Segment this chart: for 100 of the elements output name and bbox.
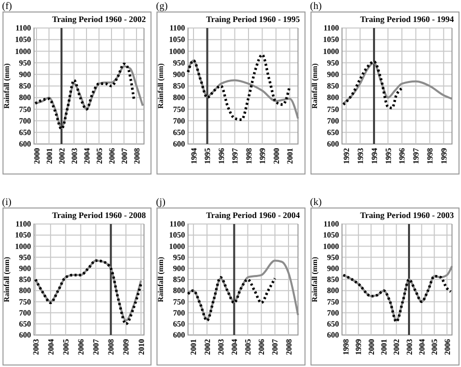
- text: (i): [2, 197, 12, 208]
- y-tick-label: 750: [19, 104, 31, 114]
- x-tick-label: 2001: [286, 148, 295, 164]
- line-series: [342, 274, 452, 323]
- x-tick-label: 2003: [216, 339, 226, 355]
- x-tick-label: 2004: [46, 339, 56, 355]
- y-tick-label: 750: [327, 104, 339, 114]
- y-tick-label: 800: [19, 93, 31, 102]
- line-series: [342, 265, 453, 322]
- x-tick-label: 1997: [412, 148, 421, 164]
- y-tick-label: 700: [173, 308, 185, 318]
- y-tick-label: 900: [19, 264, 31, 273]
- x-tick-label: 2010: [136, 339, 146, 355]
- x-tick-label: 2007: [92, 339, 101, 355]
- x-tick-label: 2008: [284, 339, 294, 355]
- y-tick-label: 1000: [15, 46, 31, 56]
- x-tick-label: 1999: [439, 148, 448, 164]
- line-series: [186, 53, 292, 121]
- line-series: [342, 60, 404, 110]
- y-tick-label: 600: [327, 140, 339, 149]
- y-tick-label: 950: [173, 58, 185, 68]
- y-tick-label: 750: [19, 297, 31, 306]
- x-tick-label: 2006: [76, 339, 86, 355]
- y-tick-label: 950: [327, 252, 339, 262]
- y-tick-label: 650: [173, 319, 185, 328]
- chart-title: Traing Period 1960 - 1994: [360, 14, 455, 24]
- y-tick-label: 1050: [169, 35, 185, 44]
- chart-title: Traing Period 1960 - 2008: [52, 210, 146, 220]
- x-tick-label: 2008: [106, 339, 116, 355]
- y-tick-label: 850: [19, 82, 31, 91]
- line-series: [187, 59, 299, 120]
- y-tick-label: 1000: [15, 242, 31, 251]
- x-tick-label: 1998: [244, 148, 254, 164]
- text: (f): [2, 1, 12, 12]
- y-tick-label: 1000: [169, 46, 185, 56]
- y-tick-label: 900: [173, 70, 185, 79]
- y-tick-label: 950: [173, 252, 185, 262]
- x-tick-label: 1993: [356, 148, 365, 164]
- x-tick-label: 1995: [384, 148, 393, 164]
- x-tick-label: 1999: [354, 339, 364, 355]
- x-tick-label: 2007: [270, 339, 280, 355]
- x-tick-label: 1998: [342, 339, 351, 355]
- x-tick-label: 2001: [44, 148, 54, 164]
- x-tick-label: 1996: [398, 148, 407, 164]
- x-tick-label: 1998: [426, 148, 435, 164]
- x-tick-label: 2000: [32, 148, 42, 164]
- x-tick-label: 2006: [107, 148, 116, 164]
- y-tick-label: 650: [327, 319, 339, 328]
- line-series: [342, 62, 453, 104]
- y-tick-label: 700: [327, 116, 339, 126]
- y-tick-label: 900: [173, 264, 185, 273]
- y-tick-label: 950: [19, 252, 31, 262]
- y-tick-label: 700: [19, 308, 31, 318]
- x-tick-label: 2007: [120, 148, 129, 164]
- y-tick-label: 650: [19, 319, 31, 328]
- y-tick-label: 600: [19, 140, 31, 149]
- x-tick-label: 2001: [189, 339, 198, 355]
- x-tick-label: 2004: [417, 339, 426, 355]
- x-tick-label: 2005: [430, 339, 440, 355]
- y-tick-label: 750: [327, 297, 339, 306]
- y-tick-label: 950: [327, 58, 339, 68]
- x-tick-label: 2003: [404, 339, 414, 355]
- x-tick-label: 1999: [258, 148, 268, 164]
- x-tick-label: 2000: [366, 339, 376, 355]
- x-tick-label: 1994: [189, 148, 198, 164]
- y-tick-label: 1100: [323, 220, 339, 229]
- x-tick-label: 2001: [380, 339, 389, 355]
- x-tick-label: 2000: [272, 148, 281, 164]
- y-tick-label: 600: [173, 330, 185, 340]
- x-tick-label: 2005: [244, 339, 253, 355]
- y-tick-label: 800: [19, 286, 31, 296]
- chart-title: Traing Period 1960 - 1995: [206, 14, 300, 24]
- line-series: [187, 260, 299, 320]
- y-tick-label: 1000: [169, 242, 185, 251]
- y-tick-label: 750: [173, 297, 185, 306]
- y-tick-label: 600: [327, 330, 339, 340]
- y-tick-label: 600: [19, 330, 31, 340]
- x-tick-label: 1996: [216, 148, 226, 164]
- y-tick-label: 700: [173, 116, 185, 126]
- x-tick-label: 1994: [370, 148, 379, 164]
- y-tick-label: 1100: [15, 24, 31, 33]
- text: (j): [156, 197, 166, 208]
- y-tick-label: 900: [19, 70, 31, 79]
- y-tick-label: 650: [173, 128, 185, 137]
- x-tick-label: 2002: [202, 339, 212, 355]
- y-tick-label: 600: [173, 140, 185, 149]
- y-tick-label: 1100: [323, 24, 339, 33]
- y-tick-label: 650: [19, 128, 31, 137]
- x-tick-label: 2002: [392, 339, 402, 355]
- x-tick-label: 2004: [82, 148, 92, 164]
- y-tick-label: 800: [173, 93, 185, 102]
- y-tick-label: 1100: [169, 220, 185, 229]
- x-tick-label: 2003: [31, 339, 40, 355]
- x-tick-label: 2009: [122, 339, 131, 355]
- y-tick-label: 750: [173, 104, 185, 114]
- y-tick-label: 1000: [323, 242, 339, 251]
- y-tick-label: 1000: [323, 46, 339, 56]
- text: (h): [310, 1, 322, 12]
- y-tick-label: 950: [19, 58, 31, 68]
- y-tick-label: 800: [327, 286, 339, 296]
